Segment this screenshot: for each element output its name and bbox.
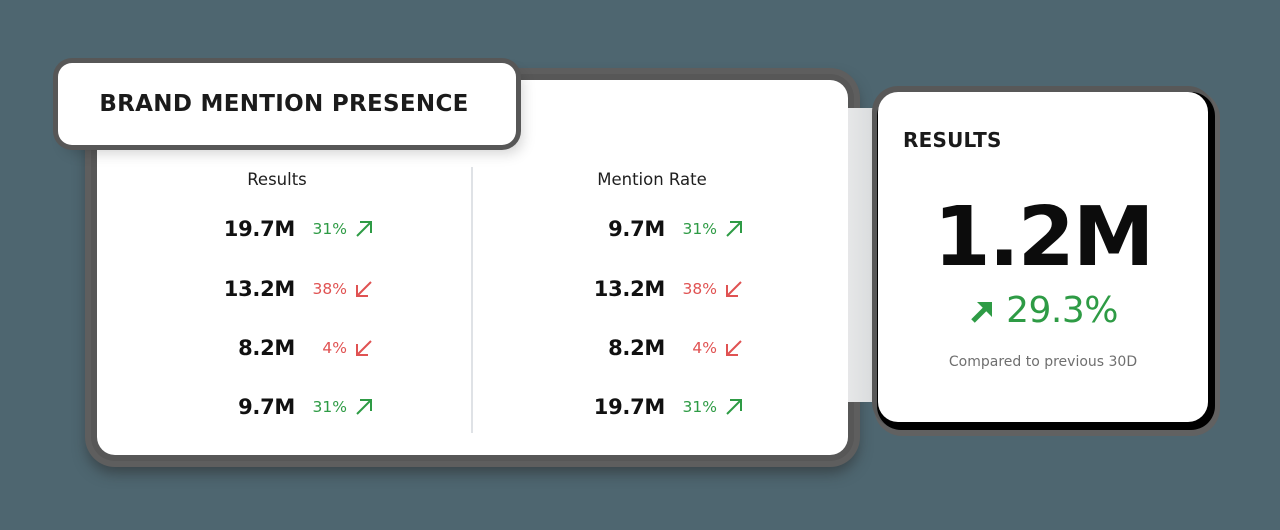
arrow-up-right-icon <box>971 301 993 323</box>
results-value: 1.2M <box>933 190 1155 285</box>
metric-row: 8.2M 4% <box>152 318 412 377</box>
arrow-down-left-icon <box>726 339 742 356</box>
column-header: Results <box>247 170 307 189</box>
arrow-down-left-icon <box>356 339 372 356</box>
comparison-caption: Compared to previous 30D <box>948 354 1138 370</box>
results-title: RESULTS <box>903 128 1002 152</box>
metric-value: 13.2M <box>223 276 296 301</box>
metric-value: 8.2M <box>608 335 665 360</box>
arrow-down-left-icon <box>356 280 372 297</box>
metric-change: 38% <box>682 279 717 298</box>
metric-value: 9.7M <box>238 394 295 419</box>
results-column: Results 19.7M 31% 13.2M 38% 8.2M 4% 9.7M… <box>152 170 412 436</box>
arrow-up-right-icon <box>356 398 372 415</box>
results-summary-card: RESULTS 1.2M 29.3% Compared to previous … <box>878 92 1208 422</box>
metric-row: 9.7M 31% <box>152 377 412 436</box>
metric-row: 13.2M 38% <box>522 259 782 318</box>
results-change: 29.3% <box>878 290 1208 331</box>
metric-value: 8.2M <box>238 335 295 360</box>
metric-row: 8.2M 4% <box>522 318 782 377</box>
arrow-up-right-icon <box>726 221 742 237</box>
card-title: BRAND MENTION PRESENCE <box>99 91 469 117</box>
metric-change: 4% <box>322 338 347 357</box>
arrow-up-right-icon <box>726 398 742 415</box>
column-divider <box>471 167 473 433</box>
metric-row: 13.2M 38% <box>152 259 412 318</box>
metric-change: 31% <box>312 220 347 238</box>
results-change-percent: 29.3% <box>1006 290 1118 331</box>
metric-value: 19.7M <box>223 217 296 241</box>
metric-value: 19.7M <box>593 394 666 419</box>
metric-row: 19.7M 31% <box>152 199 412 259</box>
metric-change: 31% <box>312 397 347 416</box>
column-header: Mention Rate <box>597 170 707 189</box>
metric-change: 31% <box>682 397 717 416</box>
metric-change: 38% <box>312 279 347 298</box>
metric-row: 9.7M 31% <box>522 199 782 259</box>
mention-rate-column: Mention Rate 9.7M 31% 13.2M 38% 8.2M 4% … <box>522 170 782 436</box>
metric-value: 9.7M <box>608 217 665 241</box>
card-connector <box>848 108 878 402</box>
arrow-down-left-icon <box>726 280 742 297</box>
card-title-tab: BRAND MENTION PRESENCE <box>58 63 516 145</box>
metric-change: 4% <box>692 338 717 357</box>
metric-row: 19.7M 31% <box>522 377 782 436</box>
metric-value: 13.2M <box>593 276 666 301</box>
metric-change: 31% <box>682 220 717 238</box>
arrow-up-right-icon <box>356 221 372 237</box>
